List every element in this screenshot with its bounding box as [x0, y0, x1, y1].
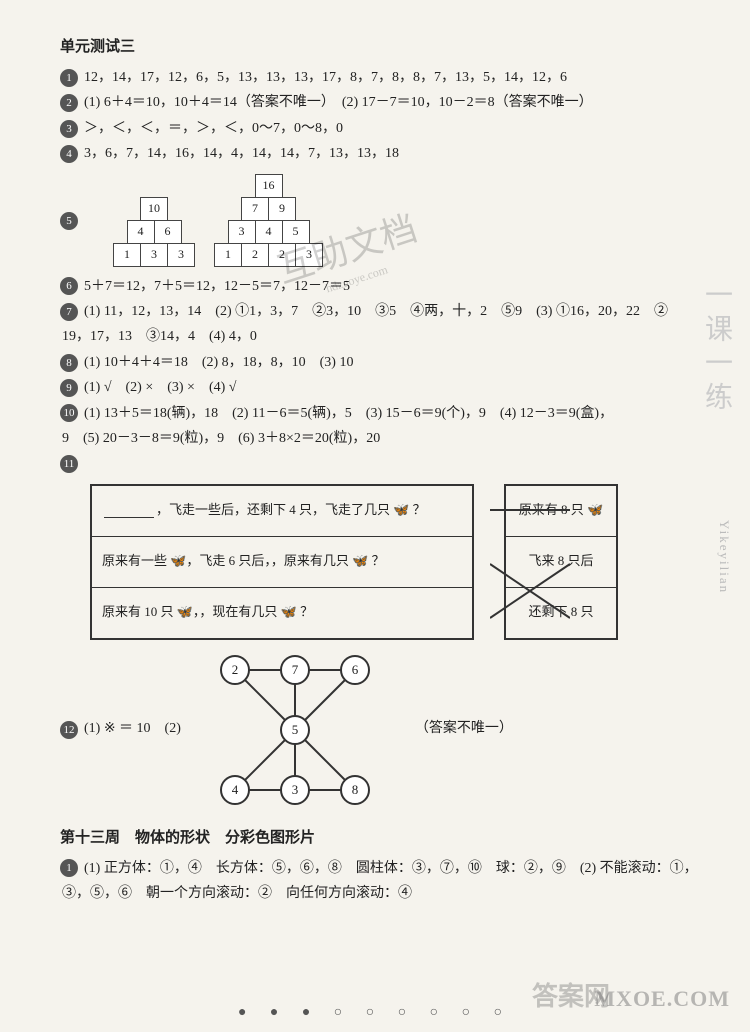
pyramid-cell: 4: [255, 220, 283, 244]
badge-8: 8: [60, 354, 78, 372]
badge-6: 6: [60, 277, 78, 295]
pyramid-cell: 3: [228, 220, 256, 244]
answer-line: 1 (1) 正方体：①，④ 长方体：⑤，⑥，⑧ 圆柱体：③，⑦，⑩ 球：②，⑨ (…: [60, 858, 700, 880]
left-row-0: ，飞走一些后，还剩下 4 只，飞走了几只 🦋 ？: [156, 500, 426, 521]
pyramid-cell: 6: [154, 220, 182, 244]
page-dots: ● ● ● ○ ○ ○ ○ ○ ○: [0, 1002, 750, 1024]
week-heading: 第十三周 物体的形状 分彩色图形片: [60, 826, 700, 850]
q13b-text: ③，⑤，⑥ 朝一个方向滚动：② 向任何方向滚动：④: [62, 886, 412, 901]
answer-line: 6 5＋7＝12，7＋5＝12，12－5＝7，12－7＝5: [60, 276, 700, 298]
pyramid-cell: 4: [127, 220, 155, 244]
answer-line: 10 (1) 13＋5＝18(辆)，18 (2) 11－6＝5(辆)，5 (3) …: [60, 403, 700, 425]
answer-line: 4 3，6，7，14，16，14，4，14，14，7，13，13，18: [60, 143, 700, 165]
badge-1b: 1: [60, 859, 78, 877]
pyramid-cell: 3: [167, 243, 195, 267]
q2-text: (1) 6＋4＝10，10＋4＝14（答案不唯一） (2) 17－7＝10，10…: [84, 95, 593, 110]
answer-line: 2 (1) 6＋4＝10，10＋4＝14（答案不唯一） (2) 17－7＝10，1…: [60, 92, 700, 114]
answer-line-cont: 19，17，13 ③14，4 (4) 4，0: [60, 326, 700, 348]
q12-note: （答案不唯一）: [415, 718, 513, 740]
answer-line: 3 ＞，＜，＜，＝，＞，＜，0～7，0～8，0: [60, 118, 700, 140]
pyramids: 1046133 16793451223: [114, 175, 323, 267]
badge-10: 10: [60, 404, 78, 422]
q9-text: (1) √ (2) × (3) × (4) √: [84, 380, 236, 395]
badge-2: 2: [60, 94, 78, 112]
q6-text: 5＋7＝12，7＋5＝12，12－5＝7，12－7＝5: [84, 279, 350, 294]
side-vertical-label: 一课一练: [693, 280, 738, 416]
q7a-text: (1) 11，12，13，14 (2) ①1，3，7 ②3，10 ③5 ④两，十…: [84, 304, 668, 319]
left-row-1: 原来有一些 🦋，飞走 6 只后，，原来有几只 🦋 ？: [102, 551, 385, 572]
pyramid-cell: 2: [241, 243, 269, 267]
svg-text:4: 4: [232, 782, 239, 797]
match-lines: [490, 484, 570, 644]
pyramid-cell: 3: [140, 243, 168, 267]
pyramid-cell: 10: [140, 197, 168, 221]
svg-text:3: 3: [292, 782, 299, 797]
svg-text:8: 8: [352, 782, 359, 797]
side-vertical-pinyin: Yikeyilian: [713, 520, 734, 594]
badge-12: 12: [60, 721, 78, 739]
network-graph: 2 7 6 5 4 3 8: [195, 650, 395, 810]
table-row: ，飞走一些后，还剩下 4 只，飞走了几只 🦋 ？: [92, 486, 472, 537]
answer-line: 7 (1) 11，12，13，14 (2) ①1，3，7 ②3，10 ③5 ④两，…: [60, 301, 700, 323]
pyramid-cell: 1: [214, 243, 242, 267]
svg-text:5: 5: [292, 722, 299, 737]
badge-4: 4: [60, 145, 78, 163]
badge-11: 11: [60, 455, 78, 473]
left-row-2: 原来有 10 只 🦋，，现在有几只 🦋 ？: [102, 602, 313, 623]
badge-3: 3: [60, 120, 78, 138]
badge-7: 7: [60, 303, 78, 321]
answer-line: 1 12，14，17，12，6，5，13，13，13，17，8，7，8，8，7，1…: [60, 67, 700, 89]
blank: [104, 503, 154, 518]
q13a-text: (1) 正方体：①，④ 长方体：⑤，⑥，⑧ 圆柱体：③，⑦，⑩ 球：②，⑨ (2…: [84, 861, 698, 876]
answer-line: 12 (1) ※ ＝ 10 (2) 2 7 6 5 4 3 8 （答案不唯一）: [60, 650, 700, 810]
svg-text:2: 2: [232, 662, 239, 677]
answer-line: 11: [60, 453, 700, 475]
matching-table: ，飞走一些后，还剩下 4 只，飞走了几只 🦋 ？ 原来有一些 🦋，飞走 6 只后…: [90, 484, 700, 640]
answer-line-cont: 9 (5) 20－3－8＝9(粒)，9 (6) 3＋8×2＝20(粒)，20: [60, 428, 700, 450]
pyramid-cell: 5: [282, 220, 310, 244]
badge-9: 9: [60, 379, 78, 397]
badge-1: 1: [60, 69, 78, 87]
q10a-text: (1) 13＋5＝18(辆)，18 (2) 11－6＝5(辆)，5 (3) 15…: [84, 406, 613, 421]
pyramid-left: 1046133: [114, 198, 195, 267]
pyramid-cell: 3: [295, 243, 323, 267]
svg-text:7: 7: [292, 662, 299, 677]
table-row: 原来有一些 🦋，飞走 6 只后，，原来有几只 🦋 ？: [92, 537, 472, 588]
answer-line: 5 1046133 16793451223: [60, 169, 700, 273]
q12-prefix: (1) ※ ＝ 10 (2): [84, 718, 181, 740]
q4-text: 3，6，7，14，16，14，4，14，14，7，13，13，18: [84, 146, 399, 161]
pyramid-cell: 9: [268, 197, 296, 221]
q7b-text: 19，17，13 ③14，4 (4) 4，0: [62, 329, 257, 344]
table-row: 原来有 10 只 🦋，，现在有几只 🦋 ？: [92, 588, 472, 638]
pyramid-cell: 7: [241, 197, 269, 221]
pyramid-cell: 1: [113, 243, 141, 267]
pyramid-cell: 16: [255, 174, 283, 198]
pyramid-right: 16793451223: [215, 175, 323, 267]
answer-line: 8 (1) 10＋4＋4＝18 (2) 8，18，8，10 (3) 10: [60, 352, 700, 374]
svg-text:6: 6: [352, 662, 359, 677]
q8-text: (1) 10＋4＋4＝18 (2) 8，18，8，10 (3) 10: [84, 355, 353, 370]
badge-5: 5: [60, 212, 78, 230]
unit-heading: 单元测试三: [60, 35, 700, 59]
pyramid-cell: 2: [268, 243, 296, 267]
q1-text: 12，14，17，12，6，5，13，13，13，17，8，7，8，8，7，13…: [84, 70, 567, 85]
q10b-text: 9 (5) 20－3－8＝9(粒)，9 (6) 3＋8×2＝20(粒)，20: [62, 431, 380, 446]
answer-line-cont: ③，⑤，⑥ 朝一个方向滚动：② 向任何方向滚动：④: [60, 883, 700, 905]
answer-line: 9 (1) √ (2) × (3) × (4) √: [60, 377, 700, 399]
left-table: ，飞走一些后，还剩下 4 只，飞走了几只 🦋 ？ 原来有一些 🦋，飞走 6 只后…: [90, 484, 474, 640]
q3-text: ＞，＜，＜，＝，＞，＜，0～7，0～8，0: [84, 121, 343, 136]
